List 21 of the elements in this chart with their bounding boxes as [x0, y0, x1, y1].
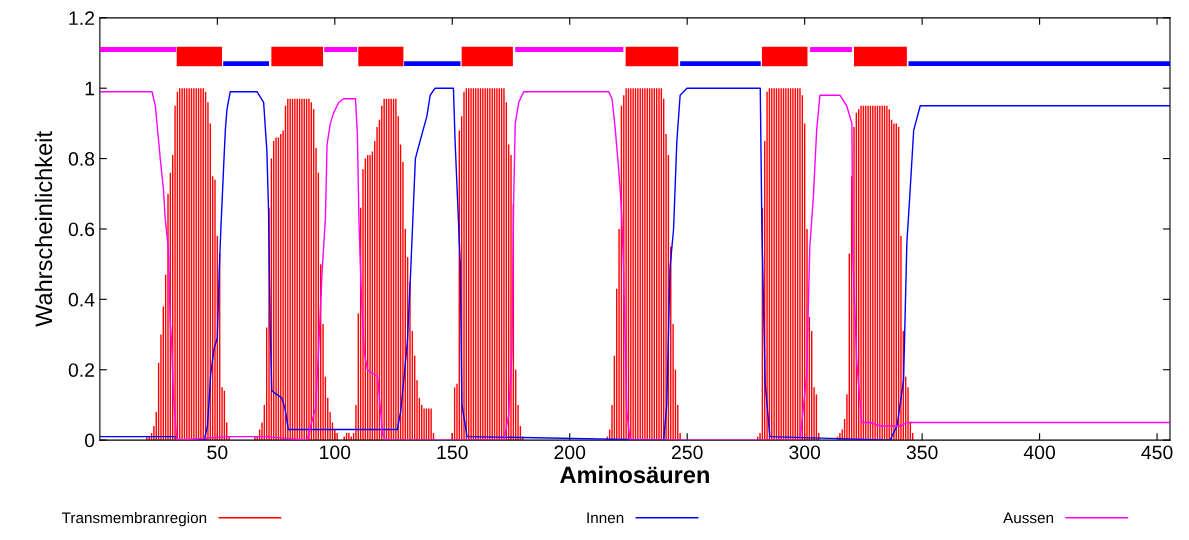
- x-axis-title: Aminosäuren: [560, 465, 709, 484]
- x-tick-label: 450: [1141, 445, 1173, 460]
- x-tick-label: 350: [906, 445, 938, 460]
- x-tick-label: 300: [789, 445, 821, 460]
- legend-label: Aussen: [1003, 512, 1054, 524]
- y-tick-label: 1: [85, 81, 95, 96]
- y-tick-label: 0.4: [68, 292, 95, 307]
- y-tick-label: 0: [84, 433, 95, 448]
- x-tick-label: 400: [1023, 445, 1056, 460]
- y-tick-label: 0.8: [68, 152, 95, 166]
- y-tick-label: 0.2: [68, 363, 95, 377]
- x-tick-label: 250: [671, 445, 703, 460]
- y-axis-title: Wahrscheinlichkeit: [34, 131, 53, 327]
- x-tick-label: 200: [554, 445, 586, 460]
- legend-label: Innen: [587, 512, 624, 524]
- x-tick-label: 100: [320, 445, 351, 460]
- legend-label: Transmembranregion: [61, 512, 207, 527]
- x-tick-label: 150: [437, 445, 468, 460]
- x-tick-label: 50: [207, 445, 228, 460]
- y-tick-label: 0.6: [68, 222, 95, 237]
- y-tick-label: 1.2: [69, 11, 95, 25]
